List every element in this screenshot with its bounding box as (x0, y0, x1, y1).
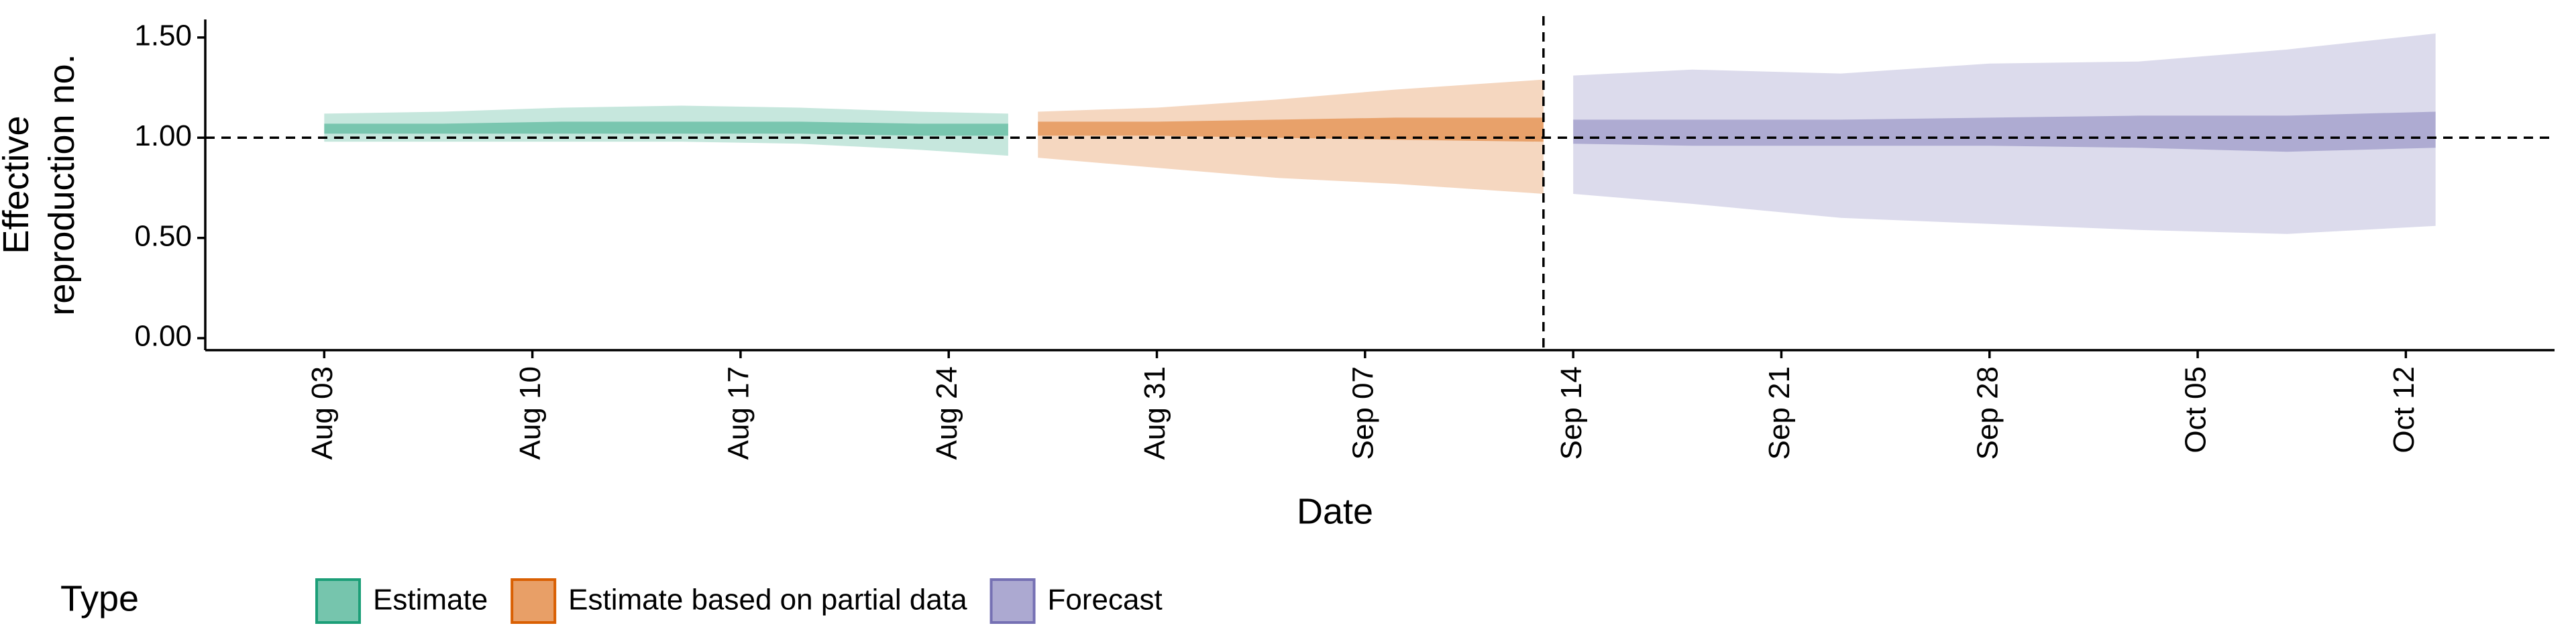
legend-swatch (989, 578, 1036, 624)
x-tick-label: Oct 12 (2387, 366, 2420, 453)
legend-label: Estimate (373, 584, 488, 616)
x-tick-label: Aug 17 (722, 366, 755, 460)
y-tick-label: 0.00 (134, 320, 192, 353)
x-tick-label: Aug 31 (1138, 366, 1171, 460)
y-tick-label: 1.00 (134, 119, 192, 152)
band-90 (324, 105, 1008, 156)
y-tick-label: 1.50 (134, 19, 192, 52)
band-50 (1573, 111, 2436, 152)
y-axis-title-line: reproduction no. (42, 54, 82, 315)
x-axis-title: Date (1297, 491, 1373, 531)
x-tick-label: Aug 10 (514, 366, 547, 460)
x-tick-label: Sep 28 (1971, 366, 2004, 460)
legend-title: Type (60, 578, 139, 619)
y-tick-label: 0.50 (134, 219, 192, 252)
x-tick-label: Oct 05 (2180, 366, 2212, 453)
x-tick-label: Sep 07 (1346, 366, 1379, 460)
legend-label: Estimate based on partial data (568, 584, 967, 616)
band-90 (1573, 33, 2436, 234)
x-tick-label: Sep 21 (1763, 366, 1796, 460)
y-axis-title: Effective reproduction no. (0, 54, 82, 315)
x-tick-label: Sep 14 (1555, 366, 1588, 460)
legend-label: Forecast (1048, 584, 1163, 616)
x-tick-label: Aug 24 (930, 366, 963, 460)
y-axis-title-line: Effective (0, 115, 36, 254)
x-tick-label: Aug 03 (306, 366, 339, 460)
legend-swatch (511, 578, 557, 624)
legend-swatch (315, 578, 361, 624)
band-50 (324, 121, 1008, 136)
band-50 (1038, 117, 1544, 142)
